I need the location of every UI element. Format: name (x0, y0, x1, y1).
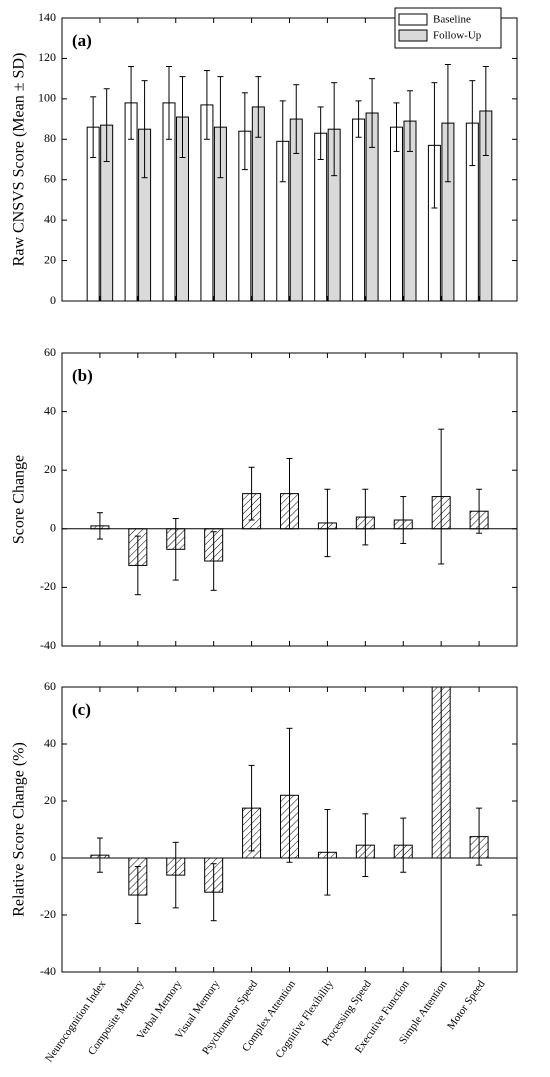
panel-label: (b) (72, 366, 93, 385)
error-bar (248, 466, 255, 521)
legend-label: Follow-Up (433, 30, 482, 42)
y-tick-label: 20 (44, 462, 56, 476)
legend-swatch (398, 13, 428, 26)
error-bar (217, 76, 224, 179)
y-tick-label: 40 (44, 403, 56, 417)
error-bar (431, 82, 438, 209)
error-bar (362, 488, 369, 546)
legend-label: Baseline (433, 14, 471, 26)
y-tick-label: -40 (40, 964, 56, 978)
x-tick-label: Motor Speed (445, 978, 488, 1032)
panel-label: (c) (72, 700, 91, 719)
y-tick-label: 0 (50, 850, 56, 864)
error-bar (134, 866, 141, 925)
y-tick-label: 0 (50, 521, 56, 535)
error-bar (400, 496, 407, 544)
y-tick-label: 120 (38, 50, 56, 64)
error-bar (128, 66, 135, 140)
error-bar (90, 96, 97, 158)
bar (352, 118, 366, 301)
error-bar (210, 531, 217, 591)
error-bar (134, 535, 141, 596)
bar (390, 126, 403, 301)
y-tick-label: 0 (50, 293, 56, 307)
error-bar (482, 66, 489, 156)
error-bar (210, 863, 217, 922)
y-tick-label: 60 (44, 679, 56, 693)
error-bar (331, 82, 338, 177)
error-bar (440, 687, 442, 972)
y-tick-label: 20 (44, 793, 56, 807)
error-bar (203, 70, 210, 140)
y-tick-label: 20 (44, 252, 56, 266)
error-bar (293, 84, 300, 154)
error-bar (286, 727, 293, 863)
error-bar (469, 80, 476, 167)
axes-box (61, 686, 518, 973)
error-bar (241, 92, 248, 171)
error-bar (324, 488, 331, 558)
y-tick-label: -20 (40, 907, 56, 921)
error-bar (476, 807, 483, 866)
axes-box (61, 17, 518, 302)
y-tick-label: 40 (44, 212, 56, 226)
plot (90, 687, 489, 972)
panel-label: (a) (72, 31, 92, 50)
plot (90, 428, 489, 596)
y-tick-label: -40 (40, 638, 56, 652)
y-tick-label: -20 (40, 579, 56, 593)
error-bar (393, 102, 400, 152)
error-bar (324, 809, 331, 896)
error-bar (103, 88, 110, 163)
error-bar (400, 817, 407, 873)
y-tick-label: 100 (38, 91, 56, 105)
error-bar (166, 66, 172, 140)
error-bar (317, 106, 324, 160)
error-bar (279, 100, 286, 183)
error-bar (179, 76, 186, 158)
error-bar (438, 428, 445, 565)
error-bar (369, 78, 376, 148)
error-bar (141, 80, 148, 179)
y-tick-label: 80 (44, 131, 56, 145)
error-bar (407, 90, 413, 152)
y-tick-label: 140 (38, 10, 56, 24)
error-bar (444, 63, 451, 183)
axes-box (61, 352, 518, 647)
error-bar (172, 841, 179, 909)
y-axis-label: Raw CNSVS Score (Mean ± SD) (11, 53, 28, 267)
plot (86, 63, 493, 301)
error-bar (255, 76, 262, 138)
y-tick-label: 60 (44, 171, 56, 185)
error-bar (96, 512, 103, 540)
error-bar (96, 837, 103, 873)
y-tick-label: 40 (44, 736, 56, 750)
y-axis-label: Score Change (11, 455, 28, 544)
error-bar (476, 488, 483, 534)
y-tick-label: 60 (44, 345, 56, 359)
error-bar (362, 813, 369, 878)
legend-swatch (398, 29, 428, 42)
error-bar (248, 764, 255, 852)
error-bar (355, 100, 362, 138)
y-axis-label: Relative Score Change (%) (11, 742, 28, 917)
